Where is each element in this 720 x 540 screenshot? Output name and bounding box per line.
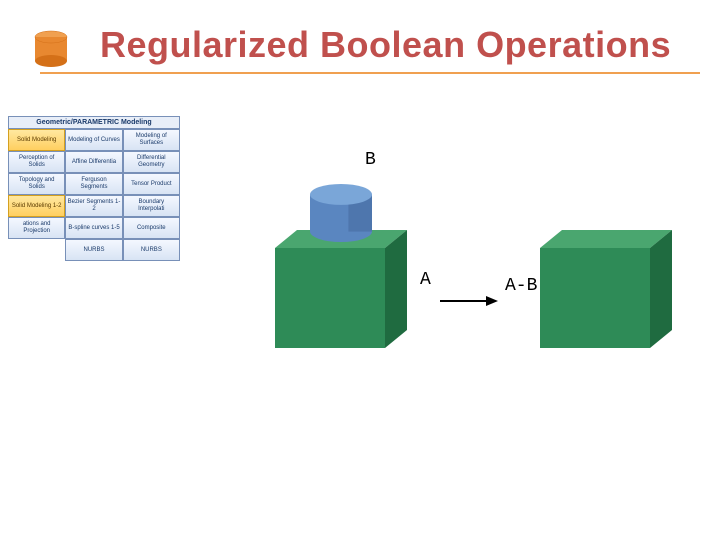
toc-cell: Topology and Solids xyxy=(8,173,65,195)
toc-cell: Solid Modeling 1-2 xyxy=(8,195,65,217)
cylinder-b xyxy=(310,184,372,242)
toc-cell: Tensor Product xyxy=(123,173,180,195)
cube-result xyxy=(540,230,672,348)
title-bullet-icon xyxy=(30,28,72,70)
toc-cell: NURBS xyxy=(123,239,180,261)
toc-cell: Composite xyxy=(123,217,180,239)
toc-cell: B-spline curves 1-5 xyxy=(65,217,122,239)
boolean-scene: B A A-B xyxy=(230,150,700,430)
toc-cell: Solid Modeling xyxy=(8,129,65,151)
arrow-icon xyxy=(440,300,486,302)
toc-cell: Affine Differentia xyxy=(65,151,122,173)
title-rule xyxy=(40,72,700,74)
toc-panel: Geometric/PARAMETRIC Modeling Solid Mode… xyxy=(8,116,180,261)
toc-cell: Perception of Solids xyxy=(8,151,65,173)
label-b: B xyxy=(365,150,376,170)
arrow-head-icon xyxy=(486,296,498,306)
toc-grid: Solid ModelingModeling of CurvesModeling… xyxy=(8,129,180,261)
toc-cell: ations and Projection xyxy=(8,217,65,239)
toc-header: Geometric/PARAMETRIC Modeling xyxy=(8,116,180,129)
toc-cell: Modeling of Curves xyxy=(65,129,122,151)
page-title: Regularized Boolean Operations xyxy=(100,24,671,66)
toc-cell: Boundary Interpolati xyxy=(123,195,180,217)
toc-cell: Differential Geometry xyxy=(123,151,180,173)
toc-cell: NURBS xyxy=(65,239,122,261)
toc-cell: Modeling of Surfaces xyxy=(123,129,180,151)
cube-a xyxy=(275,230,407,348)
label-a-minus-b: A-B xyxy=(505,276,537,296)
label-a: A xyxy=(420,270,431,290)
toc-cell: Bezier Segments 1-2 xyxy=(65,195,122,217)
toc-cell: Ferguson Segments xyxy=(65,173,122,195)
